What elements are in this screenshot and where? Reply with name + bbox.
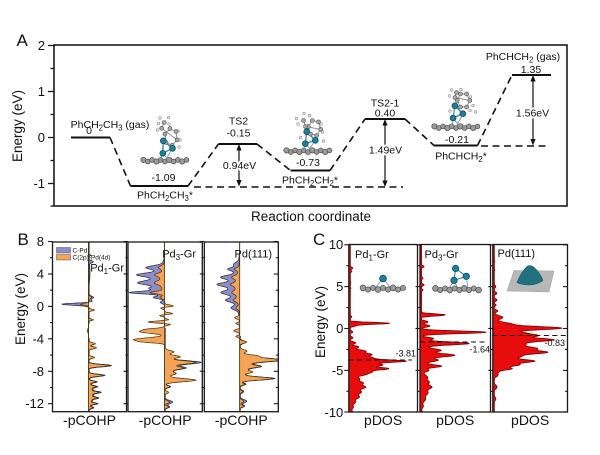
svg-text:0: 0 xyxy=(37,299,44,314)
svg-text:4: 4 xyxy=(37,267,44,282)
svg-text:TS2-1: TS2-1 xyxy=(371,98,400,110)
svg-text:-12: -12 xyxy=(25,396,44,411)
svg-text:Pd3​-Gr: Pd3​-Gr xyxy=(425,249,459,263)
svg-text:PhCHCH2​*: PhCHCH2​* xyxy=(435,151,487,165)
svg-text:0: 0 xyxy=(38,130,45,145)
svg-text:PhCH2​CH3​ (gas): PhCH2​CH3​ (gas) xyxy=(71,119,150,133)
svg-text:-0.21: -0.21 xyxy=(445,134,469,146)
svg-text:-1.09: -1.09 xyxy=(152,172,176,184)
svg-text:8: 8 xyxy=(37,234,44,249)
svg-text:TS2: TS2 xyxy=(229,116,248,128)
svg-text:Pd3​-Gr: Pd3​-Gr xyxy=(162,249,196,263)
svg-text:1.35: 1.35 xyxy=(521,64,542,76)
svg-text:C: C xyxy=(313,230,325,249)
svg-text:PhCHCH2​ (gas): PhCHCH2​ (gas) xyxy=(486,51,560,65)
svg-text:1.56eV: 1.56eV xyxy=(516,108,549,120)
svg-text:-1: -1 xyxy=(33,176,45,191)
svg-text:5: 5 xyxy=(336,279,343,294)
svg-text:0: 0 xyxy=(86,125,92,137)
svg-text:-0.73: -0.73 xyxy=(296,157,320,169)
svg-text:-3.81: -3.81 xyxy=(395,349,416,359)
svg-text:-pCOHP: -pCOHP xyxy=(139,412,192,428)
svg-text:-pCOHP: -pCOHP xyxy=(215,412,268,428)
svg-text:C-Pd: C-Pd xyxy=(73,248,88,255)
svg-text:1: 1 xyxy=(38,84,45,99)
svg-text:0.40: 0.40 xyxy=(375,108,396,120)
svg-text:PhCH2​CH3​*: PhCH2​CH3​* xyxy=(137,190,193,204)
svg-text:-1.64: -1.64 xyxy=(469,345,490,355)
svg-text:-0.15: -0.15 xyxy=(227,128,251,140)
svg-text:-0.83: -0.83 xyxy=(544,338,565,348)
svg-text:1.49eV: 1.49eV xyxy=(369,145,402,157)
svg-text:B: B xyxy=(18,230,29,249)
svg-text:Energy (eV): Energy (eV) xyxy=(13,273,28,345)
svg-text:C(2p)-Pd(4d): C(2p)-Pd(4d) xyxy=(73,255,111,262)
svg-text:Reaction coordinate: Reaction coordinate xyxy=(251,209,371,224)
svg-text:-8: -8 xyxy=(32,364,44,379)
svg-text:Pd1​-Gr: Pd1​-Gr xyxy=(355,249,389,263)
svg-text:-pCOHP: -pCOHP xyxy=(63,412,116,428)
svg-text:-4: -4 xyxy=(32,331,44,346)
svg-text:0.94eV: 0.94eV xyxy=(223,160,256,172)
svg-text:-5: -5 xyxy=(332,363,344,378)
svg-text:Energy (eV): Energy (eV) xyxy=(10,90,25,162)
svg-text:PhCH2​CH2​*: PhCH2​CH2​* xyxy=(282,175,338,189)
svg-text:Pd(111): Pd(111) xyxy=(498,248,536,260)
svg-text:Pd1​-Gr: Pd1​-Gr xyxy=(90,263,124,277)
svg-text:Pd(111): Pd(111) xyxy=(234,249,272,261)
svg-text:10: 10 xyxy=(329,237,343,252)
svg-text:pDOS: pDOS xyxy=(511,412,549,428)
svg-text:Energy (eV): Energy (eV) xyxy=(313,286,328,358)
svg-text:-10: -10 xyxy=(325,405,344,420)
svg-text:pDOS: pDOS xyxy=(436,412,474,428)
svg-text:A: A xyxy=(17,31,29,50)
svg-text:0: 0 xyxy=(336,321,343,336)
svg-text:2: 2 xyxy=(38,38,45,53)
svg-text:pDOS: pDOS xyxy=(364,412,402,428)
